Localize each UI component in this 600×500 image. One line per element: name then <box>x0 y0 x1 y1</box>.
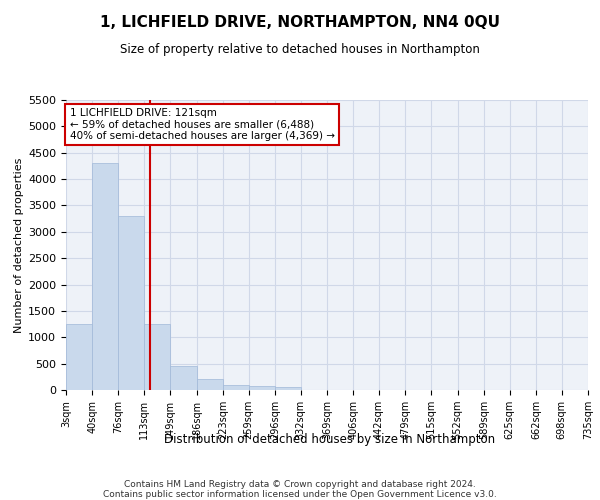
Bar <box>92 164 118 390</box>
Bar <box>197 380 223 390</box>
Bar <box>223 384 248 390</box>
Text: 1 LICHFIELD DRIVE: 121sqm
← 59% of detached houses are smaller (6,488)
40% of se: 1 LICHFIELD DRIVE: 121sqm ← 59% of detac… <box>70 108 335 141</box>
Text: Contains HM Land Registry data © Crown copyright and database right 2024.: Contains HM Land Registry data © Crown c… <box>124 480 476 489</box>
Bar <box>145 324 170 390</box>
Text: Size of property relative to detached houses in Northampton: Size of property relative to detached ho… <box>120 42 480 56</box>
Bar <box>248 386 275 390</box>
Text: Distribution of detached houses by size in Northampton: Distribution of detached houses by size … <box>164 432 496 446</box>
Bar <box>118 216 145 390</box>
Text: Contains public sector information licensed under the Open Government Licence v3: Contains public sector information licen… <box>103 490 497 499</box>
Bar <box>66 324 92 390</box>
Bar <box>170 366 197 390</box>
Bar <box>275 388 301 390</box>
Y-axis label: Number of detached properties: Number of detached properties <box>14 158 24 332</box>
Text: 1, LICHFIELD DRIVE, NORTHAMPTON, NN4 0QU: 1, LICHFIELD DRIVE, NORTHAMPTON, NN4 0QU <box>100 15 500 30</box>
